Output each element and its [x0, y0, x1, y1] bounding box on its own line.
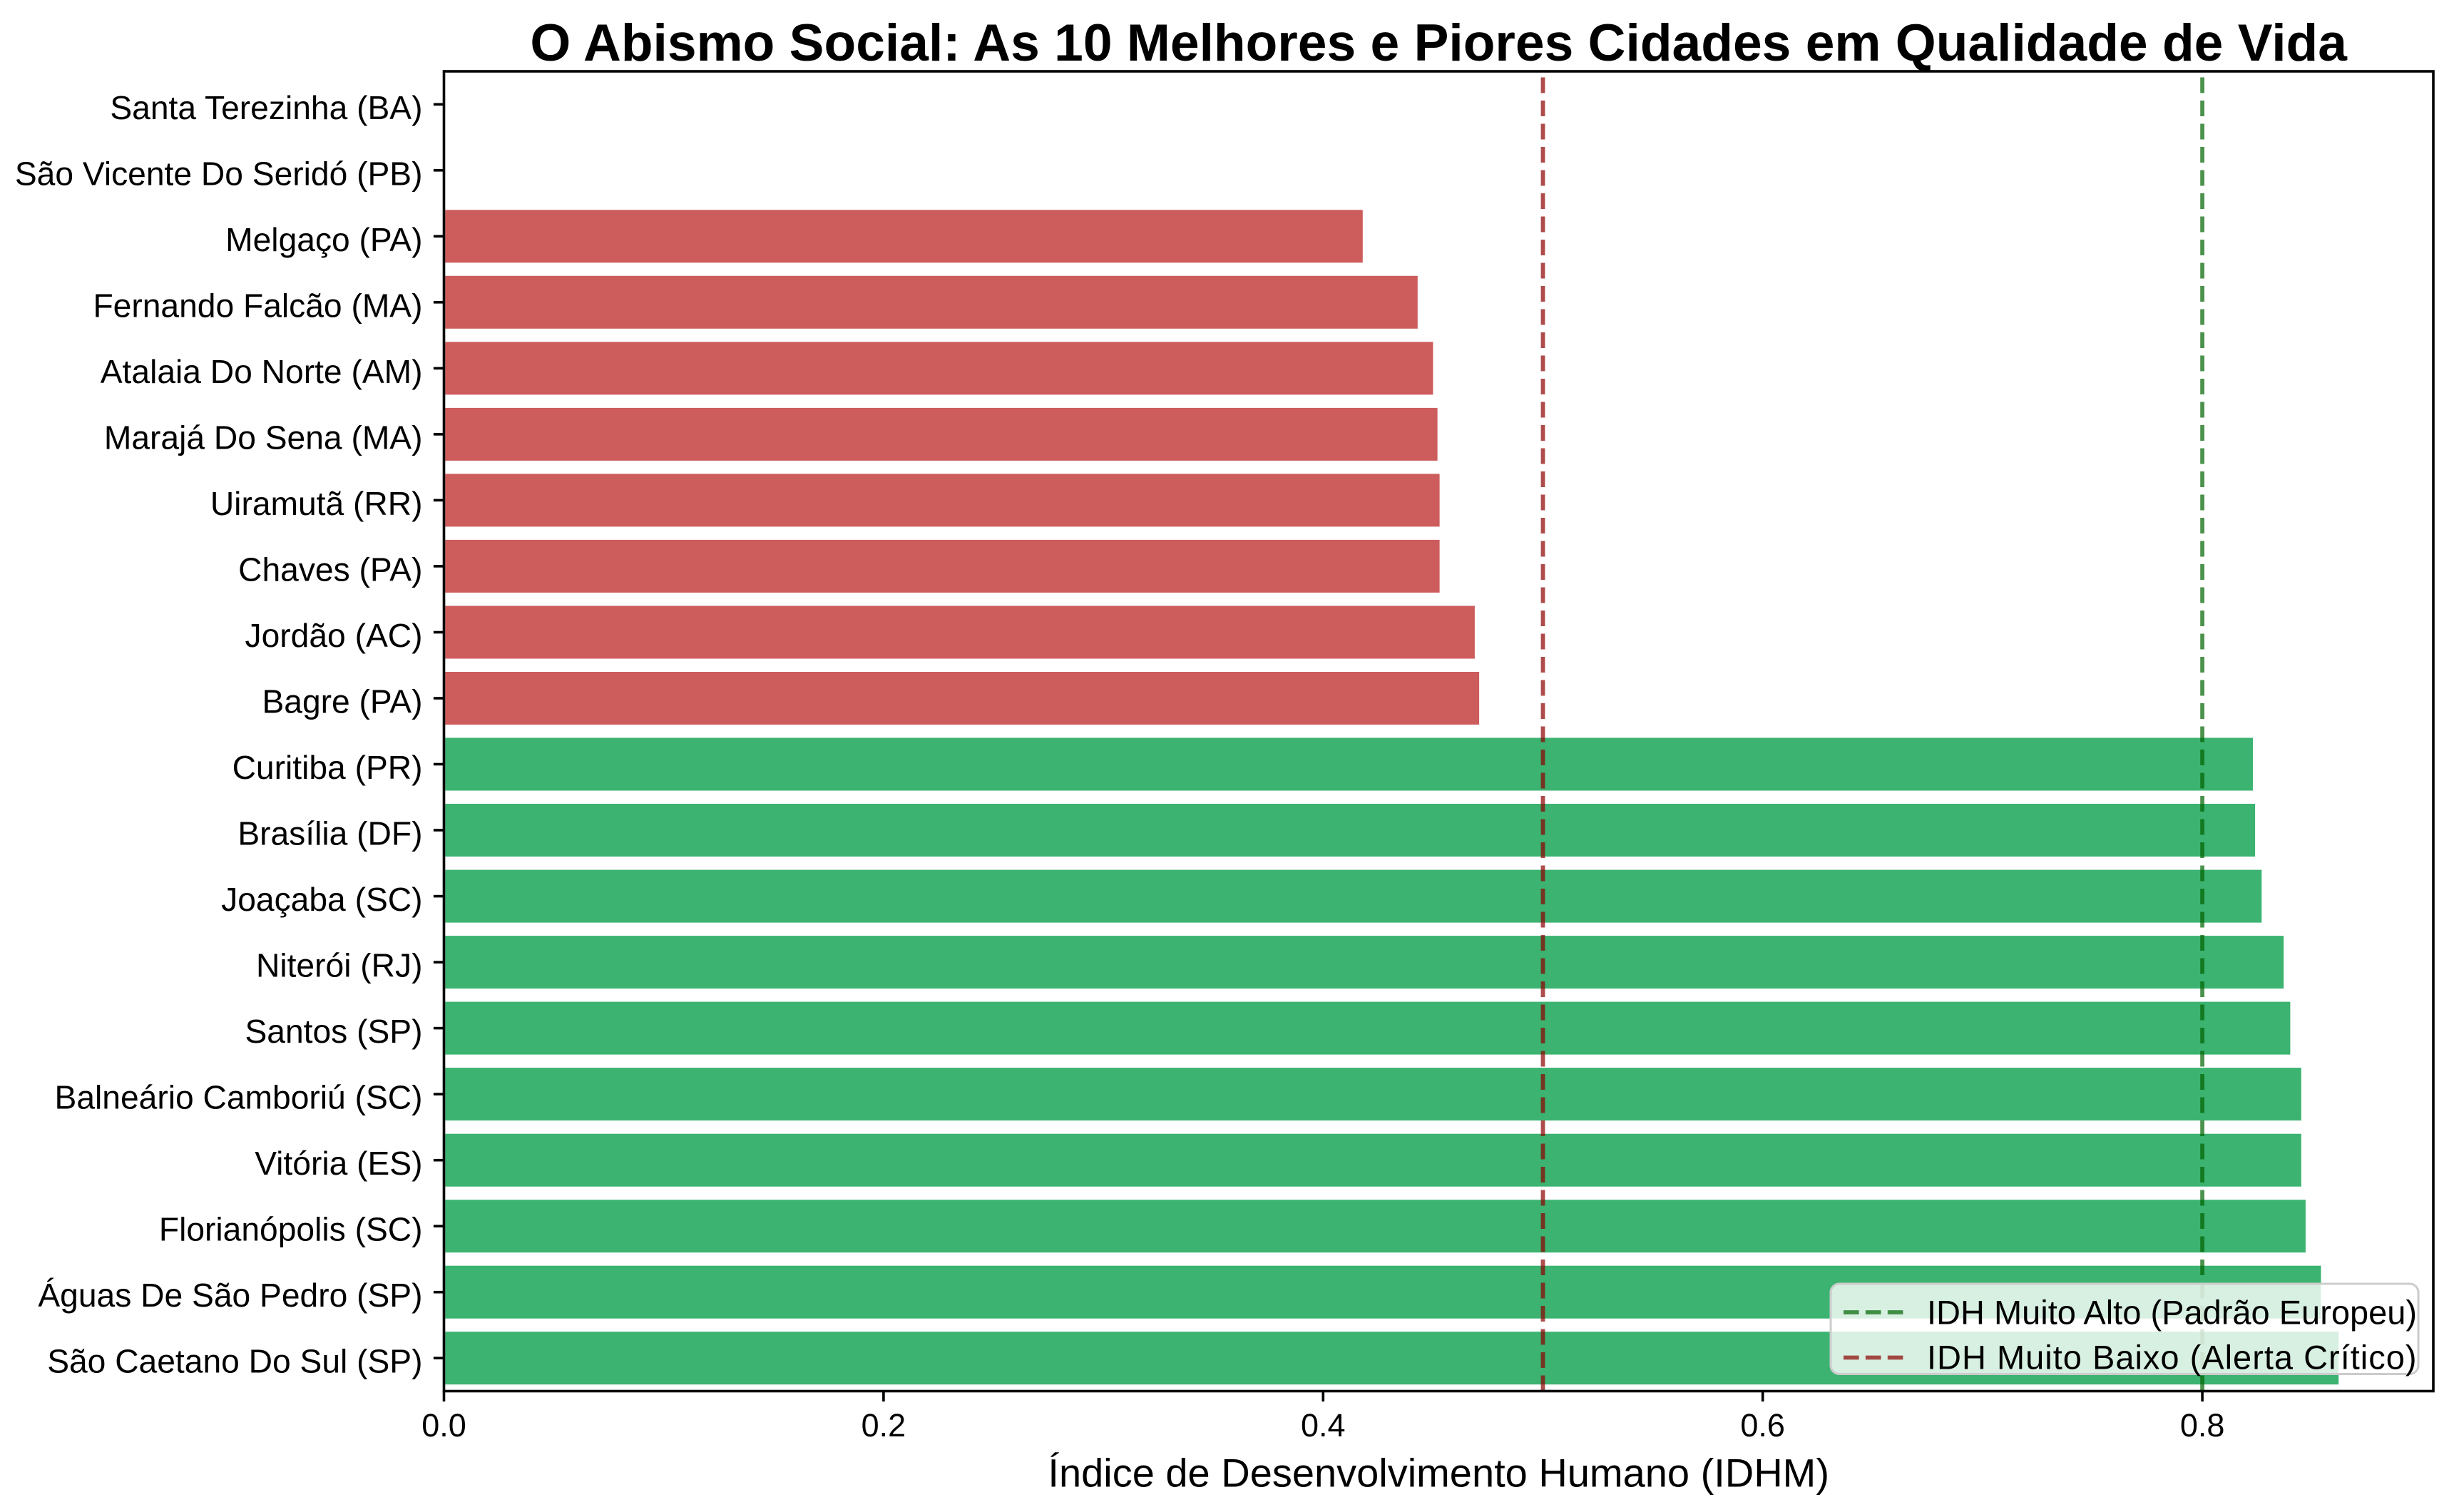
- svg-text:0.4: 0.4: [1301, 1407, 1346, 1444]
- svg-text:Jordão (AC): Jordão (AC): [245, 617, 423, 654]
- svg-text:Florianópolis (SC): Florianópolis (SC): [159, 1211, 423, 1248]
- svg-text:Curitiba (PR): Curitiba (PR): [232, 749, 423, 786]
- svg-text:Chaves (PA): Chaves (PA): [238, 551, 422, 588]
- svg-text:IDH Muito Alto (Padrão Europeu: IDH Muito Alto (Padrão Europeu): [1927, 1293, 2417, 1331]
- svg-text:Índice de Desenvolvimento Huma: Índice de Desenvolvimento Humano (IDHM): [1048, 1451, 1829, 1496]
- svg-text:Marajá Do Sena (MA): Marajá Do Sena (MA): [104, 419, 423, 456]
- svg-text:Niterói (RJ): Niterói (RJ): [256, 947, 423, 984]
- svg-text:Brasília (DF): Brasília (DF): [237, 815, 422, 852]
- svg-text:São Vicente Do Seridó (PB): São Vicente Do Seridó (PB): [15, 155, 423, 192]
- svg-text:O Abismo Social: As 10 Melhore: O Abismo Social: As 10 Melhores e Piores…: [530, 14, 2348, 72]
- svg-text:Balneário Camboriú (SC): Balneário Camboriú (SC): [55, 1079, 423, 1116]
- svg-text:Melgaço (PA): Melgaço (PA): [225, 221, 422, 258]
- svg-text:0.0: 0.0: [421, 1407, 466, 1444]
- svg-text:Santos (SP): Santos (SP): [245, 1013, 422, 1050]
- svg-text:Uiramutã (RR): Uiramutã (RR): [210, 485, 423, 522]
- svg-text:Águas De São Pedro (SP): Águas De São Pedro (SP): [38, 1277, 422, 1314]
- svg-text:Bagre (PA): Bagre (PA): [262, 683, 422, 720]
- svg-text:0.6: 0.6: [1740, 1407, 1785, 1444]
- svg-text:IDH Muito Baixo (Alerta Crític: IDH Muito Baixo (Alerta Crítico): [1927, 1339, 2418, 1376]
- svg-text:0.8: 0.8: [2180, 1407, 2225, 1444]
- svg-text:Vitória (ES): Vitória (ES): [255, 1145, 422, 1182]
- svg-text:Fernando Falcão (MA): Fernando Falcão (MA): [93, 287, 422, 324]
- svg-text:São Caetano Do Sul (SP): São Caetano Do Sul (SP): [47, 1343, 422, 1380]
- svg-text:0.2: 0.2: [862, 1407, 906, 1444]
- svg-text:Atalaia Do Norte (AM): Atalaia Do Norte (AM): [101, 353, 423, 390]
- svg-text:Joaçaba (SC): Joaçaba (SC): [221, 881, 422, 918]
- svg-text:Santa Terezinha (BA): Santa Terezinha (BA): [110, 89, 422, 126]
